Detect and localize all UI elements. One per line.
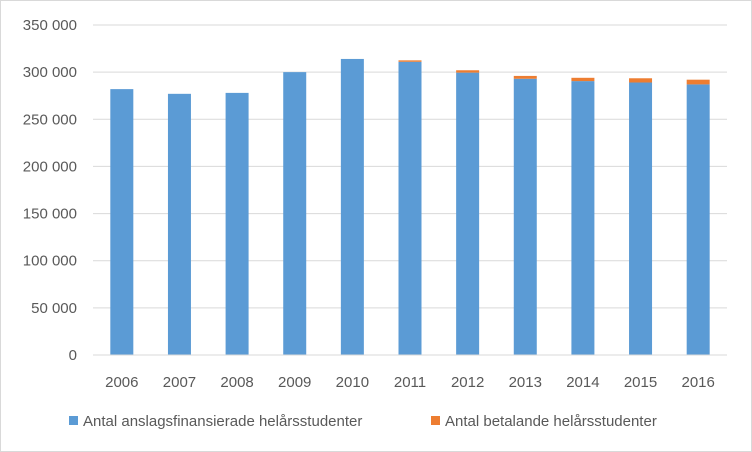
x-tick-label: 2007 bbox=[163, 374, 196, 391]
bar-betalande bbox=[629, 78, 653, 83]
y-tick-label: 350 000 bbox=[23, 17, 77, 34]
x-tick-label: 2012 bbox=[451, 374, 484, 391]
legend-item: Antal anslagsfinansierade helårsstudente… bbox=[69, 413, 362, 430]
legend: Antal anslagsfinansierade helårsstudente… bbox=[69, 413, 657, 430]
x-tick-label: 2010 bbox=[336, 374, 369, 391]
y-tick-label: 100 000 bbox=[23, 253, 77, 270]
x-tick-label: 2013 bbox=[509, 374, 542, 391]
bar-betalande bbox=[456, 70, 480, 73]
bar-betalande bbox=[571, 77, 595, 82]
x-tick-label: 2016 bbox=[681, 374, 714, 391]
x-axis-tick-labels: 2006 2007 2008 2009 2010 2011 2012 2013 2014 2015… bbox=[105, 374, 715, 391]
x-tick-label: 2015 bbox=[624, 374, 657, 391]
y-tick-label: 250 000 bbox=[23, 111, 77, 128]
legend-swatch bbox=[69, 416, 78, 425]
y-tick-label: 150 000 bbox=[23, 206, 77, 223]
x-tick-label: 2006 bbox=[105, 374, 138, 391]
bar-anslagsfinansierade bbox=[629, 82, 653, 355]
bar-anslagsfinansierade bbox=[513, 78, 537, 355]
bar-anslagsfinansierade bbox=[456, 72, 480, 355]
y-axis-tick-labels: 0 50 000 100 000 150 000 200 000 250 000 300 0… bbox=[23, 17, 77, 364]
bar-anslagsfinansierade bbox=[686, 84, 710, 356]
bar-anslagsfinansierade bbox=[340, 58, 364, 355]
x-tick-label: 2009 bbox=[278, 374, 311, 391]
bar-betalande bbox=[686, 79, 710, 85]
bar-anslagsfinansierade bbox=[571, 81, 595, 355]
bar-anslagsfinansierade bbox=[167, 93, 191, 355]
legend-label: Antal anslagsfinansierade helårsstudente… bbox=[83, 413, 362, 430]
bars bbox=[110, 58, 710, 356]
x-tick-label: 2014 bbox=[566, 374, 599, 391]
legend-item: Antal betalande helårsstudenter bbox=[431, 413, 657, 430]
bar-betalande bbox=[513, 75, 537, 79]
bar-anslagsfinansierade bbox=[283, 72, 307, 356]
x-tick-label: 2008 bbox=[220, 374, 253, 391]
x-tick-label: 2011 bbox=[394, 374, 426, 391]
y-tick-label: 200 000 bbox=[23, 158, 77, 175]
legend-label: Antal betalande helårsstudenter bbox=[445, 413, 657, 430]
bar-anslagsfinansierade bbox=[225, 92, 249, 355]
y-tick-label: 50 000 bbox=[31, 300, 77, 317]
bar-anslagsfinansierade bbox=[398, 61, 422, 356]
bar-betalande bbox=[398, 60, 422, 62]
legend-swatch bbox=[431, 416, 440, 425]
bar-anslagsfinansierade bbox=[110, 89, 134, 355]
y-tick-label: 0 bbox=[69, 347, 77, 364]
y-tick-label: 300 000 bbox=[23, 64, 77, 81]
